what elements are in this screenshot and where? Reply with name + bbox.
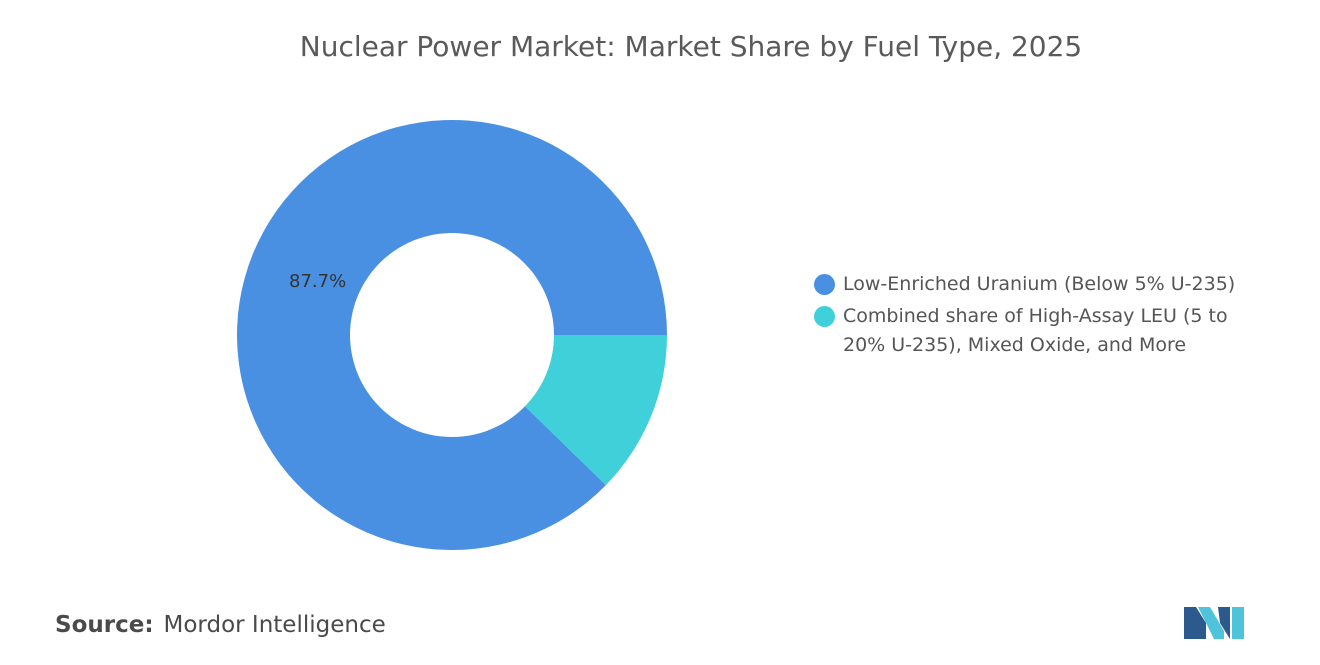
data-label-0: 87.7% xyxy=(289,271,346,292)
legend: Low-Enriched Uranium (Below 5% U-235) Co… xyxy=(814,270,1254,363)
source-label: Source: xyxy=(55,612,154,638)
legend-label: Low-Enriched Uranium (Below 5% U-235) xyxy=(843,273,1236,295)
source-note: Source: Mordor Intelligence xyxy=(55,612,386,638)
legend-swatch-icon xyxy=(814,306,835,327)
mordor-intelligence-logo-icon xyxy=(1184,607,1244,639)
legend-label: Combined share of High-Assay LEU (5 to 2… xyxy=(843,305,1228,356)
source-value: Mordor Intelligence xyxy=(163,612,386,638)
legend-swatch-icon xyxy=(814,274,835,295)
legend-item-combined-share: Combined share of High-Assay LEU (5 to 2… xyxy=(814,302,1254,360)
legend-item-low-enriched-uranium: Low-Enriched Uranium (Below 5% U-235) xyxy=(814,270,1254,299)
donut-slice-0 xyxy=(237,119,668,551)
chart-title: Nuclear Power Market: Market Share by Fu… xyxy=(299,30,1083,63)
donut-slice-1 xyxy=(525,335,667,486)
